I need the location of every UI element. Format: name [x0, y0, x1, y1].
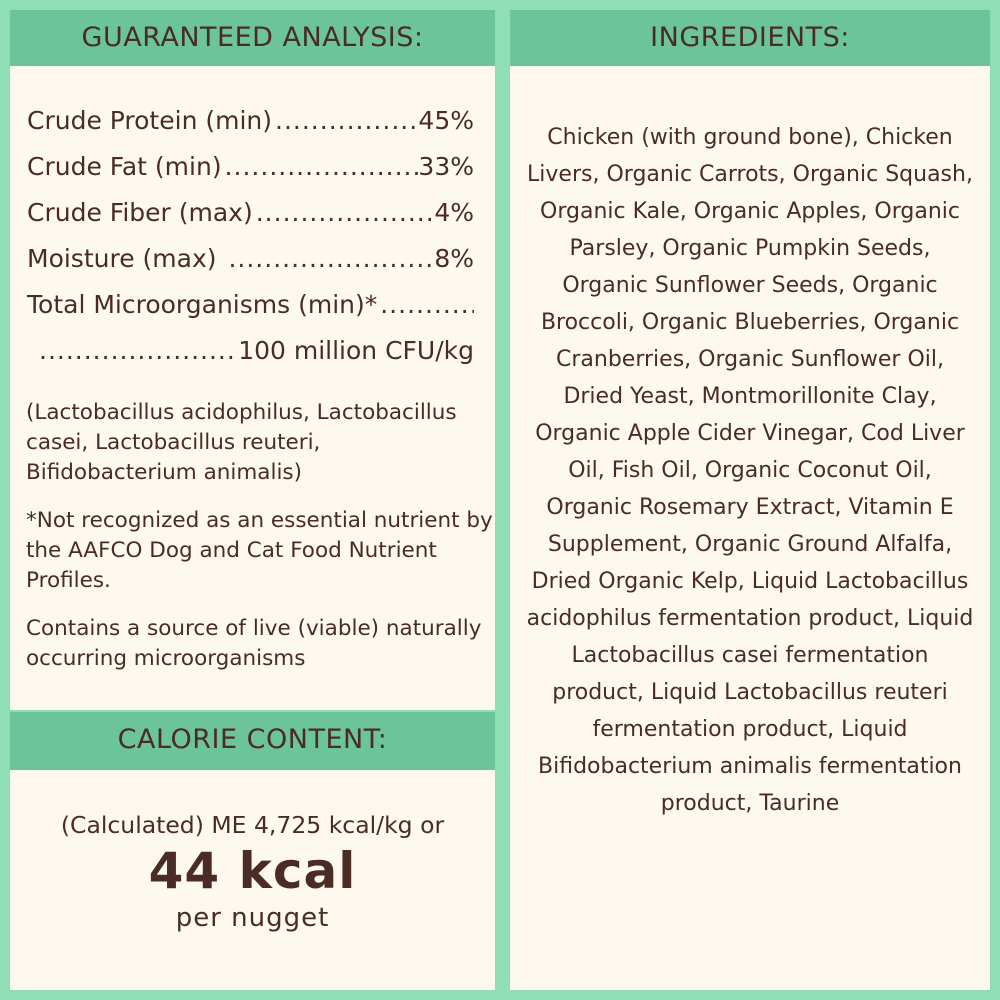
calorie-content-header: CALORIE CONTENT:: [10, 712, 495, 770]
leader-dots: ........................................…: [275, 106, 419, 135]
ingredients-header: INGREDIENTS:: [510, 10, 990, 66]
strains-text: (Lactobacillus acidophilus, Lactobacillu…: [26, 400, 457, 485]
row-value: 33%: [418, 152, 474, 181]
row-value: 100 million CFU/kg: [238, 336, 474, 365]
leader-dots: ........................................…: [380, 290, 474, 319]
analysis-row: Crude Fat (min).........................…: [27, 144, 474, 190]
calorie-content-panel: CALORIE CONTENT: (Calculated) ME 4,725 k…: [10, 712, 495, 990]
calorie-sub: per nugget: [175, 903, 330, 933]
live-note-text: Contains a source of live (viable) natur…: [26, 616, 482, 671]
analysis-row: Total Microorganisms (min)*.............…: [27, 282, 474, 328]
analysis-row: Moisture (max) .........................…: [27, 236, 474, 282]
row-label: Moisture (max): [27, 244, 217, 273]
row-value: 8%: [434, 244, 474, 273]
analysis-row: Crude Protein (min).....................…: [27, 98, 474, 144]
row-label: Total Microorganisms (min)*: [27, 290, 378, 319]
row-label: Crude Fat (min): [27, 152, 222, 181]
ingredients-text: Chicken (with ground bone), Chicken Live…: [526, 125, 974, 816]
leader-dots: ........................................…: [39, 336, 239, 365]
calorie-body: (Calculated) ME 4,725 kcal/kg or 44 kcal…: [10, 810, 495, 934]
row-label: Crude Protein (min): [27, 106, 273, 135]
analysis-row: Crude Fiber (max).......................…: [27, 190, 474, 236]
ingredients-panel: INGREDIENTS: Chicken (with ground bone),…: [510, 10, 990, 990]
analysis-rows: Crude Protein (min).....................…: [27, 98, 474, 374]
leader-dots: ........................................…: [228, 244, 435, 273]
row-value: 45%: [418, 106, 474, 135]
row-value: 4%: [434, 198, 474, 227]
leader-dots: ........................................…: [255, 198, 435, 227]
guaranteed-analysis-panel: GUARANTEED ANALYSIS: Crude Protein (min)…: [10, 10, 495, 710]
calorie-line: (Calculated) ME 4,725 kcal/kg or: [60, 811, 445, 839]
leader-dots: ........................................…: [224, 152, 419, 181]
analysis-row: ........................................…: [27, 328, 474, 374]
footnote-text: *Not recognized as an essential nutrient…: [26, 508, 493, 593]
guaranteed-analysis-header: GUARANTEED ANALYSIS:: [10, 10, 495, 66]
row-label: Crude Fiber (max): [27, 198, 253, 227]
calorie-big: 44 kcal: [148, 842, 357, 900]
